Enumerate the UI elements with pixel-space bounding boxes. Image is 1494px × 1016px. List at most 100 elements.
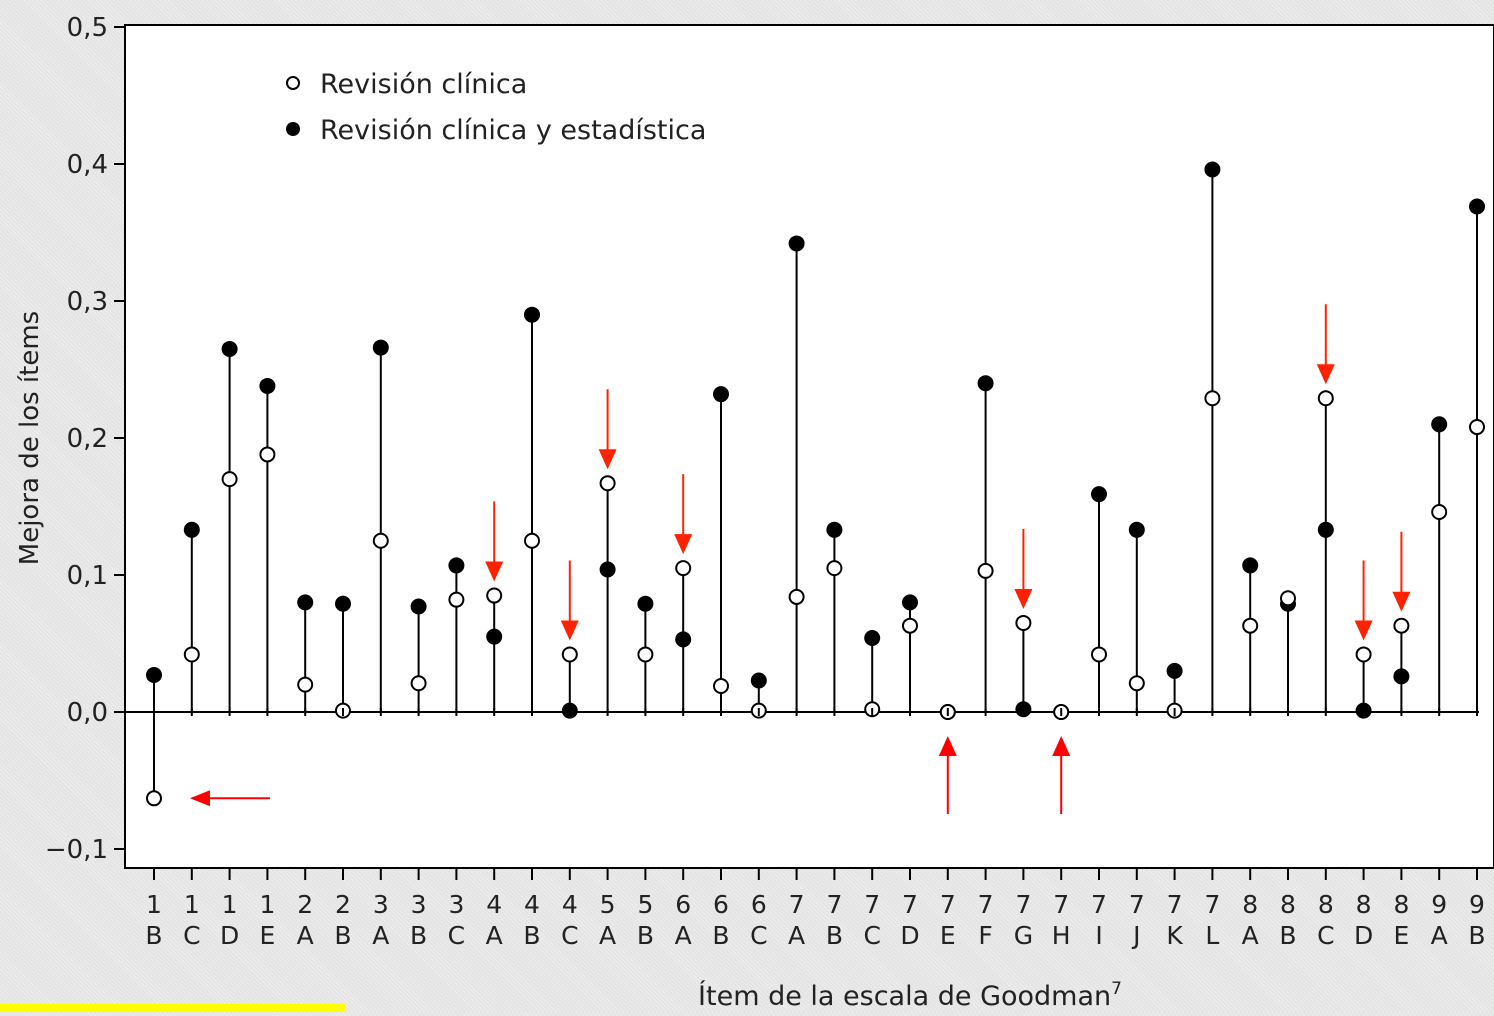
x-tick-label-letter: A [486,921,503,950]
arrow-left-head [190,790,210,807]
x-tick-label-letter: D [900,921,919,950]
x-tick-label-letter: B [637,921,654,950]
arrow-down-head [485,561,504,582]
arrow-down-head [1354,620,1373,641]
point-clinical-statistical [1128,521,1145,538]
x-tick-label-number: 1 [146,890,162,919]
point-clinical-statistical [826,521,843,538]
point-clinical-statistical [1393,668,1410,685]
x-tick-label-letter: D [1354,921,1373,950]
x-tick-label-letter: A [599,921,616,950]
point-clinical-statistical [146,667,162,684]
x-tick-labels-layer: 1B1C1D1E2A2B3A3B3C4A4B4C5A5B6A6B6C7A7B7C… [145,708,1486,950]
arrow-up-head [1052,736,1071,756]
x-tick-label-letter: A [297,921,314,950]
point-clinical [486,587,503,604]
x-tick-label-number: 2 [297,890,313,919]
x-tick-label-letter: A [675,921,692,950]
y-tick-label: −0,1 [45,835,108,865]
x-tick-label-number: 6 [713,890,729,919]
point-clinical-statistical [788,235,805,252]
point-clinical [1393,617,1410,634]
point-clinical [675,560,692,577]
x-tick-label-number: 1 [222,890,238,919]
point-clinical-statistical [410,598,427,615]
point-clinical [637,646,654,663]
point-clinical-statistical [599,561,616,578]
point-clinical-statistical [675,631,692,648]
point-clinical [221,471,238,488]
legend-label-clinical-statistical: Revisión clínica y estadística [320,115,706,146]
y-tick-label: 0,1 [67,561,108,591]
legend-open-marker [286,76,300,90]
arrow-down-head [1316,364,1335,385]
x-tick-label-number: 8 [1393,890,1409,919]
x-tick-label-number: 6 [751,890,767,919]
point-clinical-statistical [335,595,351,612]
point-clinical [146,790,162,807]
point-clinical-statistical [977,375,994,392]
x-tick-label-letter: D [220,921,239,950]
x-tick-label-number: 8 [1318,890,1334,919]
point-clinical [259,446,276,463]
x-tick-label-letter: C [561,921,578,950]
x-tick-label-number: 4 [562,890,578,919]
x-tick-label-number: 5 [600,890,616,919]
axes-layer: −0,1 0,0 0,1 0,2 0,3 0,4 0,5 [45,13,1479,865]
arrow-down-head [598,449,617,470]
legend-filled-marker [286,122,300,136]
x-tick-label-number: 7 [789,890,805,919]
point-clinical-statistical [259,377,276,394]
x-tick-label-letter: L [1205,921,1219,950]
point-clinical-statistical [297,594,314,611]
x-tick-label-letter: E [940,921,956,950]
x-tick-label-letter: B [826,921,843,950]
x-tick-label-number: 7 [940,890,956,919]
x-tick-label-letter: B [712,921,729,950]
x-tick-label-number: 4 [524,890,540,919]
point-clinical-statistical [1469,198,1485,215]
x-tick-label-number: 7 [978,890,994,919]
x-tick-label-number: 4 [486,890,502,919]
x-tick-label-number: 7 [1015,890,1031,919]
x-tick-label-letter: I [1095,921,1102,950]
arrow-down-head [560,620,579,641]
x-tick-label-letter: A [788,921,805,950]
x-tick-label-number: 7 [1204,890,1220,919]
arrow-down-head [1014,588,1033,609]
point-clinical [297,676,314,693]
x-tick-label-number: 8 [1356,890,1372,919]
point-clinical-statistical [372,339,389,356]
point-clinical [713,677,729,694]
annotation-arrows-layer [190,304,1411,814]
point-clinical [977,562,994,579]
y-tick-label: 0,2 [67,424,108,454]
x-tick-label-letter: E [1394,921,1410,950]
x-tick-label-letter: A [372,921,389,950]
point-clinical-statistical [1204,161,1221,178]
point-clinical [183,646,200,663]
x-tick-label-letter: A [1242,921,1259,950]
point-clinical-statistical [183,521,200,538]
y-axis-label: Mejora de los ítems [15,311,45,565]
point-clinical [599,475,616,492]
y-tick-label: 0,3 [67,287,108,317]
x-tick-label-number: 1 [184,890,200,919]
point-clinical [524,532,540,549]
point-clinical [826,560,843,577]
point-clinical [902,617,918,634]
point-clinical [788,588,805,605]
arrow-down-head [674,534,693,555]
point-clinical-statistical [864,630,881,647]
x-tick-label-letter: B [523,921,540,950]
point-clinical [1431,503,1448,520]
point-clinical [1469,419,1485,436]
x-tick-label-letter: F [978,921,992,950]
point-clinical-statistical [486,628,503,645]
x-tick-label-letter: B [1279,921,1296,950]
x-tick-label-number: 7 [1129,890,1145,919]
x-tick-label-number: 3 [448,890,464,919]
x-tick-label-letter: B [1468,921,1485,950]
x-tick-label-number: 8 [1242,890,1258,919]
